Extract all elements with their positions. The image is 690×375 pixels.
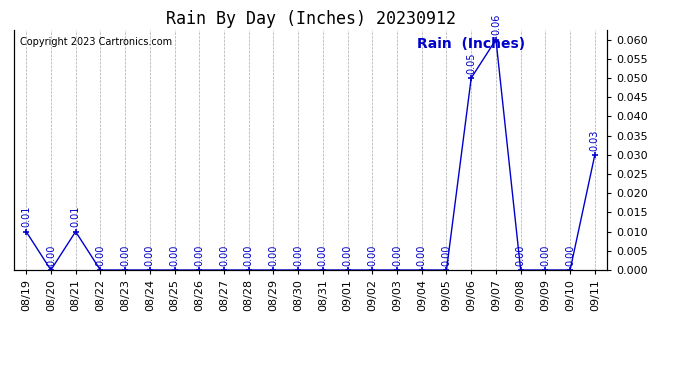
Text: 0.00: 0.00 <box>120 244 130 266</box>
Text: 0.00: 0.00 <box>95 244 106 266</box>
Text: 0.00: 0.00 <box>392 244 402 266</box>
Text: 0.00: 0.00 <box>46 244 56 266</box>
Text: 0.00: 0.00 <box>417 244 426 266</box>
Text: 0.00: 0.00 <box>515 244 526 266</box>
Text: 0.00: 0.00 <box>343 244 353 266</box>
Title: Rain By Day (Inches) 20230912: Rain By Day (Inches) 20230912 <box>166 10 455 28</box>
Text: Copyright 2023 Cartronics.com: Copyright 2023 Cartronics.com <box>20 37 172 47</box>
Text: 0.01: 0.01 <box>21 206 31 227</box>
Text: 0.00: 0.00 <box>540 244 551 266</box>
Text: 0.05: 0.05 <box>466 53 476 74</box>
Text: Rain  (Inches): Rain (Inches) <box>417 37 526 51</box>
Text: 0.00: 0.00 <box>367 244 377 266</box>
Text: 0.00: 0.00 <box>293 244 303 266</box>
Text: 0.00: 0.00 <box>268 244 278 266</box>
Text: 0.03: 0.03 <box>590 129 600 151</box>
Text: 0.06: 0.06 <box>491 14 501 35</box>
Text: 0.00: 0.00 <box>318 244 328 266</box>
Text: 0.00: 0.00 <box>170 244 179 266</box>
Text: 0.01: 0.01 <box>70 206 81 227</box>
Text: 0.00: 0.00 <box>219 244 229 266</box>
Text: 0.00: 0.00 <box>195 244 204 266</box>
Text: 0.00: 0.00 <box>145 244 155 266</box>
Text: 0.00: 0.00 <box>565 244 575 266</box>
Text: 0.00: 0.00 <box>442 244 451 266</box>
Text: 0.00: 0.00 <box>244 244 254 266</box>
